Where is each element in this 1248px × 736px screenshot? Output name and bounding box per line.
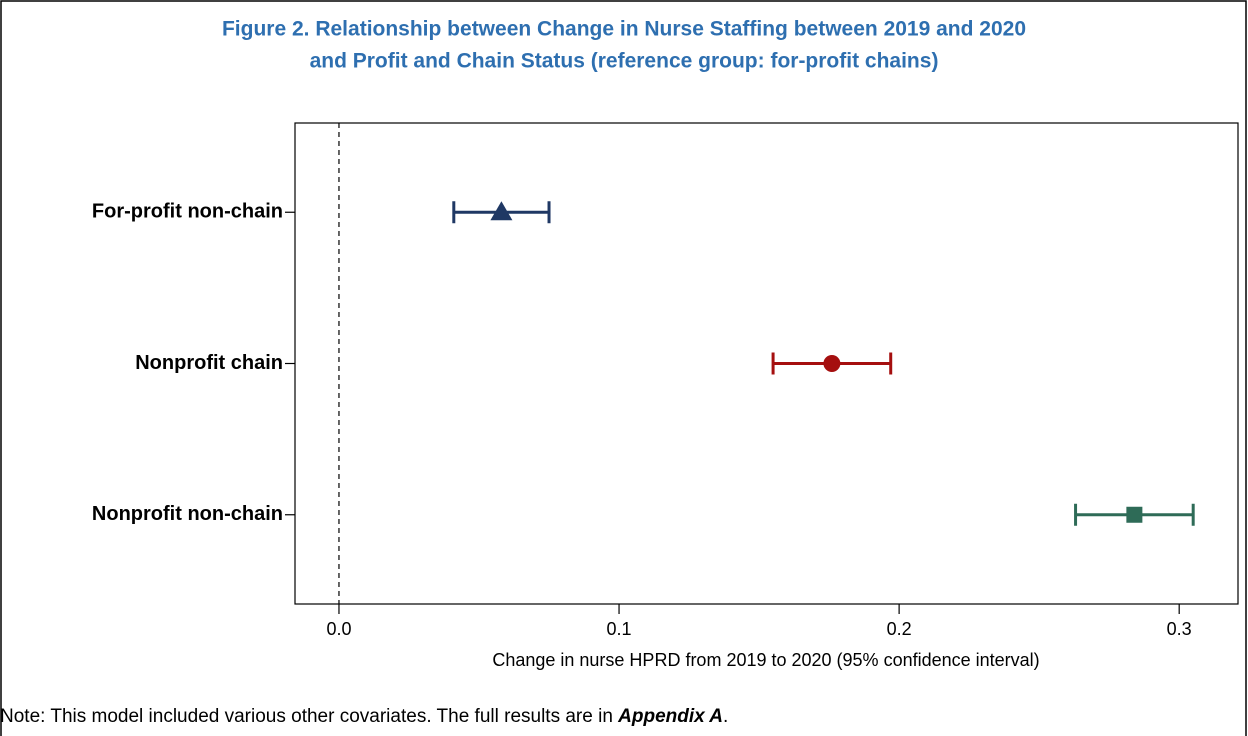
note-text: Note: This model included various other … <box>0 706 613 727</box>
x-axis-label: Change in nurse HPRD from 2019 to 2020 (… <box>492 650 1039 670</box>
note-end: . <box>723 706 729 727</box>
x-tick-label: 0.0 <box>326 619 351 639</box>
chart-title: and Profit and Chain Status (reference g… <box>310 50 939 73</box>
point <box>490 201 513 221</box>
y-tick-label: Nonprofit chain <box>135 352 283 374</box>
y-tick-label: Nonprofit non-chain <box>92 503 283 525</box>
chart-title: Figure 2. Relationship between Change in… <box>222 18 1026 41</box>
plot-area <box>294 122 1239 605</box>
x-tick-label: 0.1 <box>607 619 632 639</box>
point <box>1126 506 1143 523</box>
y-tick-label: For-profit non-chain <box>92 201 283 223</box>
note-emphasis: Appendix A <box>618 706 724 727</box>
note: Note: This model included various other … <box>0 706 728 728</box>
x-tick-label: 0.2 <box>887 619 912 639</box>
x-tick-label: 0.3 <box>1167 619 1192 639</box>
point <box>823 355 841 372</box>
